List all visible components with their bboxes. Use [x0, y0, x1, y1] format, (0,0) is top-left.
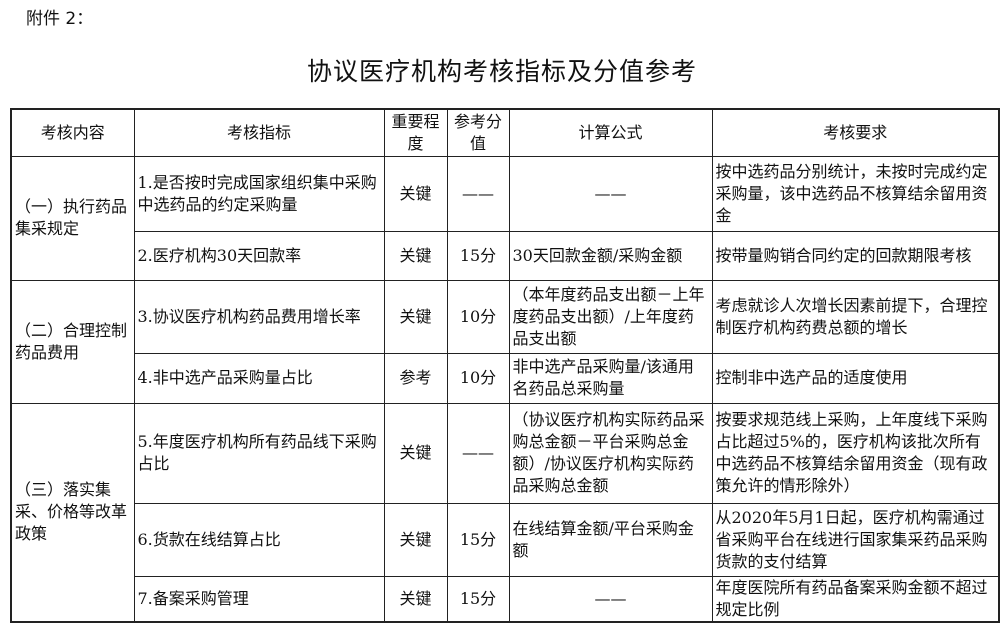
importance-cell: 关键: [383, 155, 448, 232]
table-row: 7.备案采购管理 关键 15分 —— 年度医院所有药品备案采购金额不超过规定比例: [11, 575, 1000, 623]
score-cell: 10分: [446, 352, 510, 404]
indicator-cell: 6.货款在线结算占比: [133, 502, 385, 577]
formula-cell: （本年度药品支出额－上年度药品支出额）/上年度药品支出额: [508, 279, 713, 354]
table-row: 4.非中选产品采购量占比 参考 10分 非中选产品采购量/该通用名药品总采购量 …: [11, 352, 1000, 404]
formula-cell: 在线结算金额/平台采购金额: [508, 502, 713, 577]
table-row: （二）合理控制药品费用 3.协议医疗机构药品费用增长率 关键 10分 （本年度药…: [10, 279, 1000, 404]
table-header-row: 考核内容 考核指标 重要程度 参考分值 计算公式 考核要求: [10, 108, 1000, 157]
importance-cell: 关键: [383, 502, 448, 577]
importance-cell: 关键: [383, 230, 448, 281]
table-row: 2.医疗机构30天回款率 关键 15分 30天回款金额/采购金额 按带量购销合同…: [11, 230, 1000, 281]
header-requirement: 考核要求: [711, 108, 1000, 157]
header-importance: 重要程度: [383, 108, 448, 157]
requirement-cell: 年度医院所有药品备案采购金额不超过规定比例: [711, 575, 1000, 623]
table-row: （三）落实集采、价格等改革政策 5.年度医疗机构所有药品线下采购占比 关键 ——…: [10, 402, 1000, 623]
group-content: （三）落实集采、价格等改革政策: [10, 402, 135, 623]
group-content: （一）执行药品集采规定: [10, 155, 135, 281]
requirement-cell: 按带量购销合同约定的回款期限考核: [711, 230, 1000, 281]
formula-cell: ——: [508, 575, 713, 623]
indicator-cell: 4.非中选产品采购量占比: [133, 352, 385, 404]
score-cell: ——: [446, 402, 510, 504]
header-score: 参考分值: [446, 108, 510, 157]
header-formula: 计算公式: [508, 108, 713, 157]
table-row: 6.货款在线结算占比 关键 15分 在线结算金额/平台采购金额 从2020年5月…: [11, 502, 1000, 577]
score-cell: ——: [446, 155, 510, 232]
formula-cell: （协议医疗机构实际药品采购总金额－平台采购总金额）/协议医疗机构实际药品采购总金…: [508, 402, 713, 504]
requirement-cell: 考虑就诊人次增长因素前提下，合理控制医疗机构药费总额的增长: [711, 279, 1000, 354]
score-cell: 15分: [446, 575, 510, 623]
requirement-cell: 按中选药品分别统计，未按时完成约定采购量，该中选药品不核算结余留用资金: [711, 155, 1000, 232]
formula-cell: 30天回款金额/采购金额: [508, 230, 713, 281]
importance-cell: 关键: [383, 402, 448, 504]
importance-cell: 参考: [383, 352, 448, 404]
header-content: 考核内容: [10, 108, 135, 157]
attachment-label: 附件 2：: [26, 9, 94, 29]
indicator-cell: 1.是否按时完成国家组织集中采购中选药品的约定采购量: [133, 155, 385, 232]
score-cell: 10分: [446, 279, 510, 354]
indicator-cell: 7.备案采购管理: [133, 575, 385, 623]
assessment-table: 考核内容 考核指标 重要程度 参考分值 计算公式 考核要求 （一）执行药品集采规…: [10, 108, 1000, 623]
indicator-cell: 2.医疗机构30天回款率: [133, 230, 385, 281]
indicator-cell: 5.年度医疗机构所有药品线下采购占比: [133, 402, 385, 504]
group-content: （二）合理控制药品费用: [10, 279, 135, 404]
page-title: 协议医疗机构考核指标及分值参考: [306, 57, 697, 86]
score-cell: 15分: [446, 502, 510, 577]
requirement-cell: 按要求规范线上采购，上年度线下采购占比超过5%的，医疗机构该批次所有中选药品不核…: [711, 402, 1000, 504]
indicator-cell: 3.协议医疗机构药品费用增长率: [133, 279, 385, 354]
formula-cell: ——: [508, 155, 713, 232]
formula-cell: 非中选产品采购量/该通用名药品总采购量: [508, 352, 713, 404]
requirement-cell: 控制非中选产品的适度使用: [711, 352, 1000, 404]
table-row: （一）执行药品集采规定 1.是否按时完成国家组织集中采购中选药品的约定采购量 关…: [10, 155, 1000, 281]
importance-cell: 关键: [383, 279, 448, 354]
score-cell: 15分: [446, 230, 510, 281]
importance-cell: 关键: [383, 575, 448, 623]
header-indicator: 考核指标: [133, 108, 385, 157]
requirement-cell: 从2020年5月1日起，医疗机构需通过省采购平台在线进行国家集采药品采购货款的支…: [711, 502, 1000, 577]
